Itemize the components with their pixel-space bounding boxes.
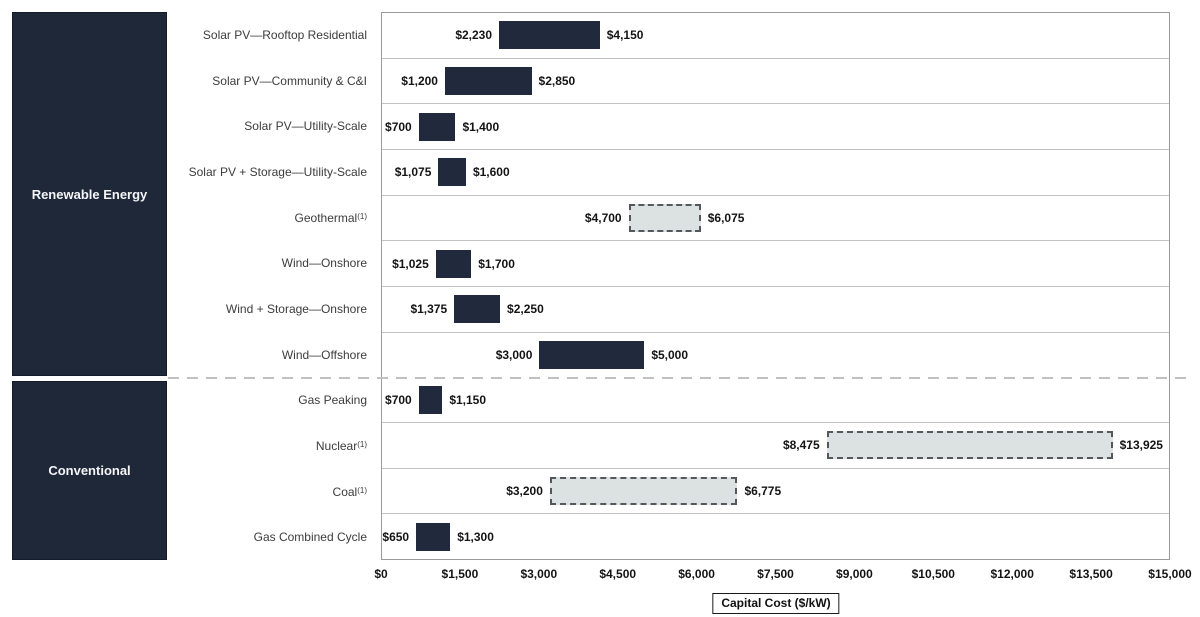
- chart-row: $1,025 $1,700: [382, 241, 1169, 288]
- bar-high-value: $1,700: [478, 256, 515, 271]
- category-label: Coal (1): [332, 484, 367, 499]
- bar-low-value: $3,000: [495, 348, 533, 363]
- x-axis-tick: $13,500: [1069, 567, 1113, 581]
- range-bar: [435, 249, 472, 278]
- bar-high-value: $6,775: [744, 484, 782, 499]
- group-box-conventional: Conventional: [12, 381, 167, 560]
- x-axis-tick: $3,000: [520, 567, 558, 581]
- bar-low-value: $1,200: [401, 74, 438, 88]
- category-label: Nuclear (1): [315, 438, 367, 453]
- category-label: Wind + Storage—Onshore: [225, 301, 367, 316]
- bar-high-value: $2,250: [507, 302, 544, 317]
- category-label: Wind—Offshore: [281, 347, 367, 362]
- bar-low-value: $1,025: [392, 256, 429, 271]
- bar-low-value: $700: [385, 392, 412, 407]
- bar-high-value: $4,150: [606, 28, 644, 43]
- bar-low-value: $1,375: [410, 302, 448, 317]
- x-axis-tick: $15,000: [1148, 567, 1192, 581]
- range-bar: [499, 21, 600, 50]
- category-labels-column: Solar PV—Rooftop Residential Solar PV—Co…: [160, 12, 374, 560]
- bar-low-value: $2,230: [455, 28, 493, 43]
- bar-low-value: $3,200: [506, 484, 543, 499]
- x-axis-tick: $0: [374, 567, 388, 581]
- group-divider-dashed-line: [168, 377, 1190, 379]
- bar-high-value: $1,400: [462, 119, 500, 134]
- bar-high-value: $1,600: [472, 165, 510, 180]
- range-bar: [454, 295, 501, 324]
- category-label: Solar PV—Community & C&I: [212, 73, 367, 88]
- chart-row: $3,000 $5,000: [382, 333, 1169, 378]
- category-label: Solar PV + Storage—Utility-Scale: [188, 164, 367, 179]
- x-axis-title: Capital Cost ($/kW): [712, 593, 840, 614]
- bar-low-value: $1,075: [394, 165, 432, 180]
- chart-row: $2,230 $4,150: [382, 13, 1169, 59]
- chart-row: $650 $1,300: [382, 514, 1169, 559]
- category-label: Solar PV—Utility-Scale: [244, 119, 367, 134]
- bar-low-value: $8,475: [782, 438, 820, 453]
- range-bar: [628, 204, 701, 233]
- x-axis: $0 $1,500 $3,000 $4,500 $6,000 $7,500 $9…: [374, 567, 1191, 582]
- bar-high-value: $1,150: [449, 392, 487, 407]
- bar-high-value: $6,075: [707, 211, 745, 226]
- plot-area: $2,230 $4,150 $1,200 $2,850 $700 $1,400 $1,…: [381, 12, 1170, 560]
- chart-row: $700 $1,150: [382, 377, 1169, 424]
- x-axis-tick: $4,500: [599, 567, 637, 581]
- x-axis-tick: $12,000: [990, 567, 1034, 581]
- bar-high-value: $2,850: [538, 74, 576, 88]
- chart-row: $1,200 $2,850: [382, 59, 1169, 105]
- group-label-conventional: Conventional: [48, 463, 131, 478]
- x-axis-tick: $9,000: [836, 567, 873, 581]
- group-label-renewable: Renewable Energy: [31, 186, 148, 202]
- chart-row: $8,475 $13,925: [382, 423, 1169, 469]
- range-bar: [418, 385, 443, 414]
- category-label: Solar PV—Rooftop Residential: [202, 27, 367, 42]
- bar-low-value: $4,700: [584, 211, 622, 226]
- x-axis-tick: $6,000: [678, 567, 715, 581]
- chart-row: $4,700 $6,075: [382, 196, 1169, 242]
- range-bar: [438, 158, 466, 187]
- group-box-renewable: Renewable Energy: [12, 12, 167, 376]
- x-axis-tick: $1,500: [441, 567, 479, 581]
- chart-row: $3,200 $6,775: [382, 469, 1169, 515]
- range-bar: [826, 431, 1113, 460]
- chart-row: $1,375 $2,250: [382, 287, 1169, 333]
- range-bar: [549, 477, 738, 506]
- category-label: Geothermal (1): [294, 210, 367, 225]
- range-bar: [539, 341, 645, 370]
- x-axis-tick: $10,500: [911, 567, 955, 581]
- chart-row: $1,075 $1,600: [382, 150, 1169, 196]
- range-bar: [444, 67, 532, 95]
- bar-low-value: $700: [385, 119, 412, 134]
- range-bar: [416, 522, 451, 551]
- x-axis-tick: $7,500: [757, 567, 794, 581]
- category-label: Gas Combined Cycle: [253, 530, 367, 545]
- bar-high-value: $1,300: [457, 529, 494, 544]
- bar-high-value: $5,000: [651, 348, 689, 363]
- category-label: Wind—Onshore: [281, 256, 367, 271]
- range-bar: [418, 112, 456, 141]
- bar-high-value: $13,925: [1119, 438, 1163, 453]
- chart-row: $700 $1,400: [382, 104, 1169, 151]
- bar-low-value: $650: [382, 529, 410, 544]
- category-label: Gas Peaking: [298, 393, 367, 408]
